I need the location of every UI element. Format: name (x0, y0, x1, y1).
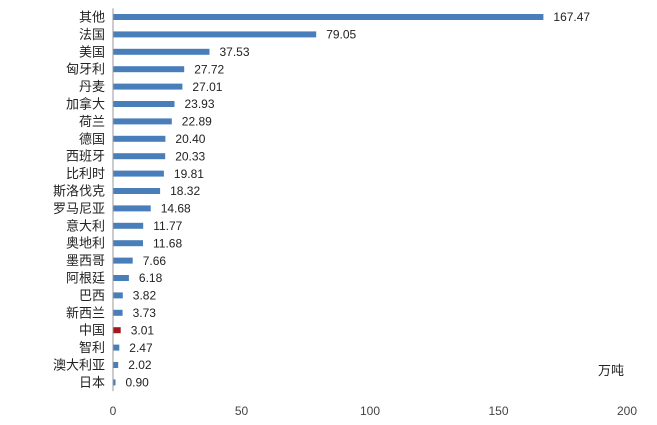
category-label-19: 智利 (79, 341, 105, 356)
category-label-3: 匈牙利 (66, 63, 105, 78)
value-label-3: 27.72 (194, 62, 224, 76)
value-label-4: 27.01 (192, 80, 222, 94)
value-label-15: 6.18 (139, 271, 163, 285)
value-label-1: 79.05 (326, 28, 356, 42)
bar-4 (113, 83, 183, 90)
bar-18 (113, 327, 121, 334)
bar-17 (113, 309, 123, 316)
category-label-9: 比利时 (66, 167, 105, 182)
category-label-7: 德国 (79, 132, 105, 147)
category-label-8: 西班牙 (66, 150, 105, 165)
bar-20 (113, 362, 119, 368)
value-label-8: 20.33 (175, 149, 205, 163)
bars-group (113, 14, 544, 386)
category-label-18: 中国 (79, 324, 105, 339)
category-label-2: 美国 (79, 45, 105, 60)
category-label-10: 斯洛伐克 (53, 185, 105, 200)
value-label-19: 2.47 (129, 341, 153, 355)
value-label-20: 2.02 (128, 358, 152, 372)
value-label-2: 37.53 (220, 45, 250, 59)
bar-12 (113, 222, 144, 229)
category-labels-group: 其他法国美国匈牙利丹麦加拿大荷兰德国西班牙比利时斯洛伐克罗马尼亚意大利奥地利墨西… (53, 11, 105, 391)
x-tick-label-1: 50 (235, 404, 249, 418)
x-tick-labels-group: 0 50 100 150 200 (110, 404, 638, 418)
unit-label: 万吨 (598, 364, 624, 379)
category-label-5: 加拿大 (66, 97, 105, 113)
bar-6 (113, 118, 172, 125)
x-tick-label-2: 100 (360, 404, 380, 418)
category-label-15: 阿根廷 (66, 272, 105, 287)
value-label-13: 11.68 (153, 236, 182, 250)
bar-10 (113, 188, 161, 194)
category-label-16: 巴西 (79, 289, 105, 304)
value-label-16: 3.82 (133, 289, 157, 303)
category-label-20: 澳大利亚 (53, 358, 105, 374)
bar-15 (113, 275, 129, 281)
category-label-11: 罗马尼亚 (53, 202, 105, 217)
category-label-1: 法国 (79, 28, 105, 43)
bar-9 (113, 170, 164, 177)
value-label-5: 23.93 (185, 97, 215, 111)
bar-16 (113, 292, 123, 299)
value-label-7: 20.40 (175, 132, 205, 146)
value-label-9: 19.81 (174, 167, 204, 181)
bar-11 (113, 205, 151, 212)
value-label-14: 7.66 (143, 254, 167, 268)
value-label-11: 14.68 (161, 202, 191, 216)
bar-19 (113, 344, 120, 351)
bar-8 (113, 153, 166, 160)
category-label-0: 其他 (79, 11, 105, 26)
category-label-14: 墨西哥 (66, 254, 105, 269)
category-label-12: 意大利 (66, 218, 105, 234)
value-label-12: 11.77 (153, 219, 182, 233)
value-labels-group: 167.47 79.05 37.53 27.72 27.01 23.93 22.89 20.4… (126, 10, 591, 389)
category-label-4: 丹麦 (79, 80, 105, 95)
value-label-18: 3.01 (131, 323, 155, 337)
bar-21 (113, 379, 116, 386)
bar-3 (113, 66, 185, 73)
bar-14 (113, 257, 133, 264)
category-label-17: 新西兰 (66, 305, 105, 321)
value-label-6: 22.89 (182, 115, 212, 129)
value-label-21: 0.90 (126, 376, 150, 390)
x-tick-label-0: 0 (110, 404, 117, 418)
bar-5 (113, 101, 175, 107)
value-label-17: 3.73 (133, 306, 157, 320)
category-label-13: 奥地利 (66, 237, 105, 252)
value-label-10: 18.32 (170, 184, 200, 198)
category-label-6: 荷兰 (79, 115, 105, 130)
x-tick-label-3: 150 (488, 404, 508, 418)
category-label-21: 日本 (79, 376, 105, 391)
bar-2 (113, 48, 210, 55)
value-label-0: 167.47 (553, 10, 590, 24)
bar-1 (113, 31, 317, 38)
x-tick-label-4: 200 (617, 404, 637, 418)
bar-7 (113, 135, 166, 142)
bar-13 (113, 240, 143, 247)
bar-0 (113, 14, 544, 20)
